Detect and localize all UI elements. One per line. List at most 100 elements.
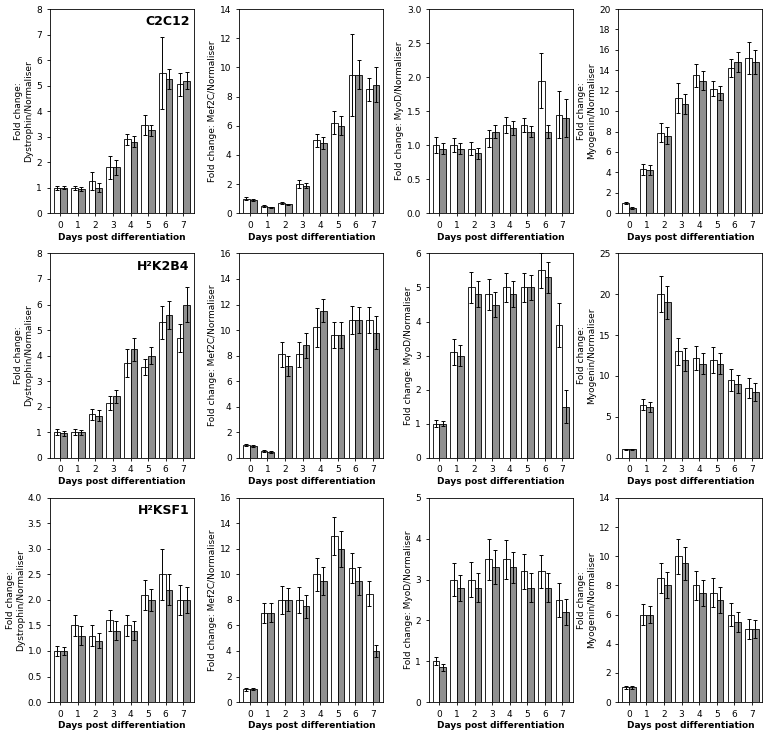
Bar [296,354,303,458]
Bar [492,305,498,458]
Bar [450,352,457,458]
X-axis label: Days post differentiation: Days post differentiation [627,477,754,486]
Bar [267,452,274,458]
Bar [278,354,285,458]
Bar [710,360,717,458]
Bar [285,366,292,458]
Bar [159,322,166,458]
Bar [78,432,84,458]
X-axis label: Days post differentiation: Days post differentiation [58,233,186,241]
Bar [657,294,664,458]
Bar [243,445,250,458]
Bar [640,615,647,702]
Bar [640,169,647,213]
Bar [510,567,516,702]
Y-axis label: Fold change: MyoD/Normaliser: Fold change: MyoD/Normaliser [404,531,412,669]
Bar [184,80,190,213]
X-axis label: Days post differentiation: Days post differentiation [437,477,564,486]
Bar [303,185,310,213]
Bar [177,85,184,213]
X-axis label: Days post differentiation: Days post differentiation [437,233,564,241]
Bar [338,126,344,213]
Bar [243,690,250,702]
Bar [664,135,670,213]
Bar [752,392,759,458]
Bar [331,335,338,458]
Bar [303,606,310,702]
Bar [647,407,653,458]
Bar [303,345,310,458]
Bar [95,188,102,213]
Bar [159,73,166,213]
Bar [710,88,717,213]
Bar [717,600,723,702]
Bar [54,651,61,702]
Bar [675,352,682,458]
Bar [366,593,372,702]
Bar [338,549,344,702]
Bar [468,579,475,702]
Bar [106,167,113,213]
Bar [124,626,131,702]
Bar [545,132,551,213]
Bar [647,615,653,702]
Bar [492,567,498,702]
Bar [752,629,759,702]
Bar [320,311,326,458]
Bar [260,612,267,702]
Bar [71,626,78,702]
Bar [457,355,464,458]
Bar [356,74,362,213]
Y-axis label: Fold change:
Dystrophin/Normaliser: Fold change: Dystrophin/Normaliser [5,549,25,651]
Bar [184,305,190,458]
Bar [54,188,61,213]
Bar [682,564,688,702]
Bar [556,600,562,702]
Bar [61,434,67,458]
Bar [372,333,379,458]
Bar [734,622,741,702]
Bar [285,205,292,213]
Y-axis label: Fold change:
Dystrophin/Normaliser: Fold change: Dystrophin/Normaliser [14,305,34,406]
X-axis label: Days post differentiation: Days post differentiation [58,721,186,730]
Bar [166,590,172,702]
Bar [250,446,257,458]
Bar [131,349,137,458]
Bar [313,328,320,458]
Bar [61,188,67,213]
X-axis label: Days post differentiation: Days post differentiation [627,721,754,730]
Bar [61,651,67,702]
Bar [177,600,184,702]
Bar [78,189,84,213]
Bar [485,294,492,458]
X-axis label: Days post differentiation: Days post differentiation [58,477,186,486]
Bar [521,571,527,702]
Bar [485,138,492,213]
Bar [89,181,95,213]
Bar [556,325,562,458]
Bar [527,288,534,458]
Bar [675,556,682,702]
Bar [372,85,379,213]
Bar [278,203,285,213]
Bar [95,416,102,458]
Bar [510,294,516,458]
Y-axis label: Fold change: MyoD/Normaliser: Fold change: MyoD/Normaliser [395,42,404,180]
Bar [693,358,699,458]
Bar [267,612,274,702]
Bar [159,574,166,702]
Bar [727,380,734,458]
Bar [95,641,102,702]
Bar [432,661,439,702]
Bar [71,188,78,213]
Bar [296,184,303,213]
Bar [629,450,636,458]
Bar [106,620,113,702]
Bar [166,315,172,458]
Bar [320,144,326,213]
Bar [503,559,510,702]
Bar [331,123,338,213]
Bar [675,98,682,213]
Bar [450,579,457,702]
Bar [640,405,647,458]
